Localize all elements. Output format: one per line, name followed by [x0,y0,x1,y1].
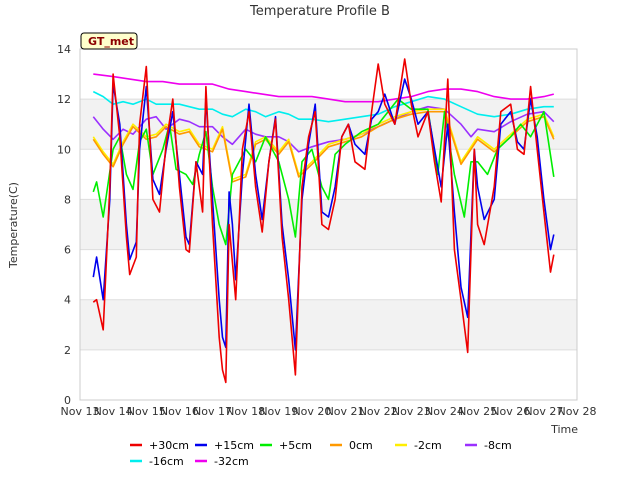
series-line-0cm [92,110,555,183]
y-tick-label-5: 10 [57,143,71,156]
x-tick-label-11: Nov 24 [425,405,464,418]
legend-item: +15cm [195,439,254,452]
x-tick-label-2: Nov 15 [127,405,166,418]
x-tick-label-4: Nov 17 [193,405,232,418]
y-tick-label-4: 8 [64,193,71,206]
y-axis-label: Temperature(C) [7,182,20,269]
x-tick-label-12: Nov 25 [458,405,497,418]
x-tick-label-14: Nov 27 [524,405,563,418]
series-line-2cm [92,108,555,181]
legend-item: -2cm [395,439,442,452]
y-tick-label-3: 6 [64,244,71,257]
legend-item: +5cm [260,439,312,452]
x-tick-label-3: Nov 16 [160,405,199,418]
y-tick-label-1: 2 [64,344,71,357]
legend-item: 0cm [330,439,373,452]
badge-label: GT_met [88,35,134,48]
x-tick-label-9: Nov 22 [359,405,398,418]
legend-label: +30cm [149,439,189,452]
legend-label: +15cm [214,439,254,452]
legend-item: -8cm [465,439,512,452]
y-tick-label-0: 0 [64,394,71,407]
series-line-5cm [92,98,555,246]
x-tick-label-5: Nov 18 [226,405,265,418]
legend-item: -16cm [130,455,184,468]
series-line-30cm [92,58,555,384]
legend-item: -32cm [195,455,249,468]
x-tick-label-7: Nov 20 [292,405,331,418]
x-tick-label-0: Nov 13 [61,405,100,418]
legend-label: -8cm [484,439,512,452]
legend-label: +5cm [279,439,312,452]
badge: GT_met [80,32,138,50]
x-tick-label-8: Nov 21 [326,405,365,418]
y-tick-label-6: 12 [57,93,71,106]
badge-box [80,32,138,50]
x-axis-label: Time [550,423,578,436]
legend-item: +30cm [130,439,189,452]
y-tick-label-2: 4 [64,294,71,307]
x-tick-label-6: Nov 19 [259,405,298,418]
x-tick-label-10: Nov 23 [392,405,431,418]
grid-band-0 [80,299,577,350]
x-tick-label-13: Nov 26 [491,405,530,418]
series-line-16cm [92,90,554,123]
chart-title: Temperature Profile B [249,4,390,19]
series-line-32cm [93,73,554,103]
plot-frame [79,48,578,401]
x-tick-label-15: Nov 28 [558,405,597,418]
y-tick-label-7: 14 [57,43,71,56]
legend-label: -32cm [214,455,249,468]
x-tick-label-1: Nov 14 [94,405,133,418]
legend-label: -2cm [414,439,442,452]
legend-label: 0cm [349,439,373,452]
legend-label: -16cm [149,455,184,468]
grid-band-1 [80,199,577,250]
legend: +30cm +15cm +5cm 0cm -2cm -8cm -16cm -32cm [130,439,512,468]
